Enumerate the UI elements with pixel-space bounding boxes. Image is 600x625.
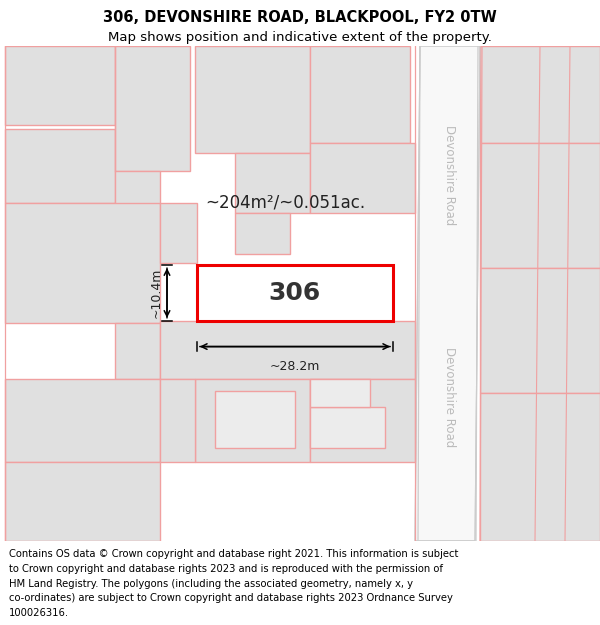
Polygon shape — [235, 152, 310, 213]
Polygon shape — [195, 46, 310, 152]
Polygon shape — [310, 46, 410, 143]
Text: co-ordinates) are subject to Crown copyright and database rights 2023 Ordnance S: co-ordinates) are subject to Crown copyr… — [9, 593, 453, 603]
Text: Contains OS data © Crown copyright and database right 2021. This information is : Contains OS data © Crown copyright and d… — [9, 549, 458, 559]
Text: Devonshire Road: Devonshire Road — [443, 348, 457, 448]
Text: 100026316.: 100026316. — [9, 608, 69, 618]
Polygon shape — [5, 46, 115, 125]
Polygon shape — [160, 321, 415, 379]
Polygon shape — [215, 391, 295, 448]
Polygon shape — [160, 379, 195, 462]
Polygon shape — [5, 203, 160, 324]
Polygon shape — [5, 129, 115, 203]
Text: ~10.4m: ~10.4m — [150, 268, 163, 318]
Polygon shape — [115, 324, 160, 379]
Polygon shape — [115, 171, 160, 226]
Text: Devonshire Road: Devonshire Road — [443, 126, 457, 226]
Polygon shape — [160, 203, 197, 263]
Polygon shape — [310, 143, 415, 212]
Polygon shape — [235, 213, 290, 254]
Polygon shape — [310, 379, 370, 407]
Text: ~28.2m: ~28.2m — [270, 359, 320, 372]
Text: 306, DEVONSHIRE ROAD, BLACKPOOL, FY2 0TW: 306, DEVONSHIRE ROAD, BLACKPOOL, FY2 0TW — [103, 10, 497, 25]
Polygon shape — [5, 462, 160, 541]
Polygon shape — [197, 265, 393, 321]
Text: Map shows position and indicative extent of the property.: Map shows position and indicative extent… — [108, 31, 492, 44]
Text: to Crown copyright and database rights 2023 and is reproduced with the permissio: to Crown copyright and database rights 2… — [9, 564, 443, 574]
Polygon shape — [415, 46, 480, 541]
Polygon shape — [480, 46, 600, 143]
Text: 306: 306 — [269, 281, 321, 305]
Text: HM Land Registry. The polygons (including the associated geometry, namely x, y: HM Land Registry. The polygons (includin… — [9, 579, 413, 589]
Polygon shape — [5, 379, 160, 462]
Polygon shape — [310, 379, 415, 462]
Polygon shape — [480, 268, 600, 392]
Polygon shape — [195, 379, 310, 462]
Polygon shape — [310, 407, 385, 448]
Text: ~204m²/~0.051ac.: ~204m²/~0.051ac. — [205, 193, 365, 211]
Polygon shape — [480, 143, 600, 268]
Polygon shape — [480, 392, 600, 541]
Polygon shape — [115, 46, 190, 171]
